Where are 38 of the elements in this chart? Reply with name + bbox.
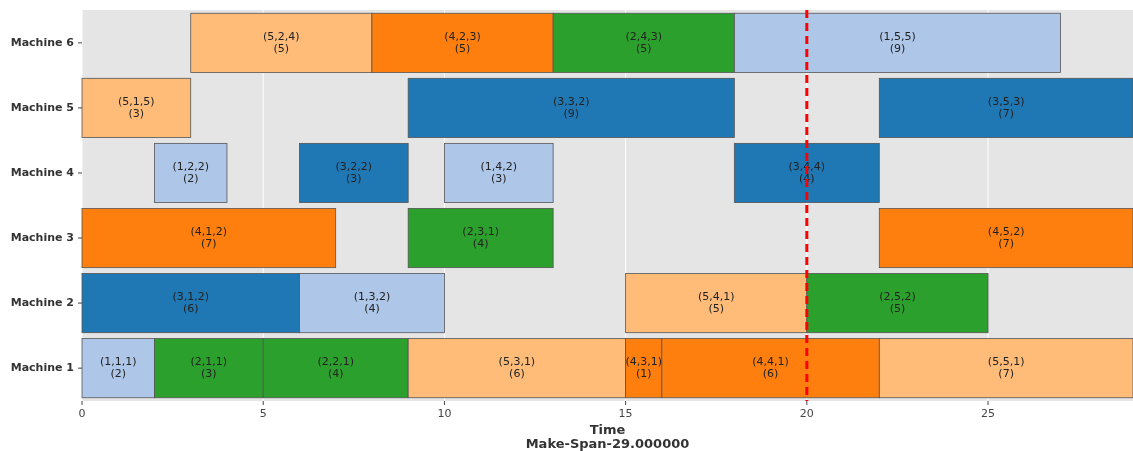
data-label: (5,1,5) (3)	[118, 94, 155, 120]
data-label: (1,2,2) (2)	[172, 159, 210, 185]
data-label: (4,1,2) (7)	[190, 225, 228, 251]
data-label: (1,4,2) (3)	[480, 159, 518, 185]
data-label: (3,5,3) (7)	[987, 94, 1025, 120]
y-tick-label: Machine 1	[10, 361, 74, 375]
y-tick-label: Machine 2	[10, 296, 74, 310]
data-label: (5,4,1) (5)	[697, 290, 735, 316]
x-tick-label: 5	[259, 407, 267, 420]
data-label: (4,5,2) (7)	[987, 225, 1025, 251]
y-tick-label: Machine 5	[10, 100, 74, 114]
y-tick-label: Machine 6	[10, 35, 75, 49]
data-label: (5,5,1) (7)	[987, 355, 1025, 381]
data-label: (1,5,5) (9)	[879, 29, 916, 55]
data-label: (2,1,1) (3)	[190, 355, 228, 381]
data-label: (2,2,1) (4)	[317, 355, 354, 381]
data-label: (5,3,1) (6)	[498, 355, 536, 381]
x-axis-title: Time	[589, 422, 626, 437]
x-tick-label: 10	[437, 407, 452, 420]
data-label: (4,2,3) (5)	[444, 29, 481, 55]
data-label: (5,2,4) (5)	[263, 29, 300, 55]
data-label: (2,5,2) (5)	[879, 290, 916, 316]
data-label: (2,3,1) (4)	[462, 225, 499, 251]
data-label: (4,4,1) (6)	[752, 355, 789, 381]
data-label: (3,2,2) (3)	[335, 159, 373, 185]
x-tick-label: 20	[799, 407, 814, 420]
text: Make-Span-29.000000	[525, 436, 690, 451]
y-tick-label: Machine 4	[10, 165, 75, 179]
x-tick-label: 15	[618, 407, 633, 420]
data-label: (2,4,3) (5)	[625, 29, 663, 55]
data-label: (3,1,2) (6)	[172, 290, 210, 316]
data-label: (3,3,2) (9)	[552, 94, 590, 120]
x-tick-label: 0	[78, 407, 86, 420]
data-label: (1,3,2) (4)	[353, 290, 391, 316]
data-label: (4,3,1) (1)	[625, 355, 663, 381]
y-tick-label: Machine 3	[10, 231, 74, 245]
x-tick-label: 25	[981, 407, 996, 420]
data-label: (1,1,1) (2)	[99, 355, 137, 381]
